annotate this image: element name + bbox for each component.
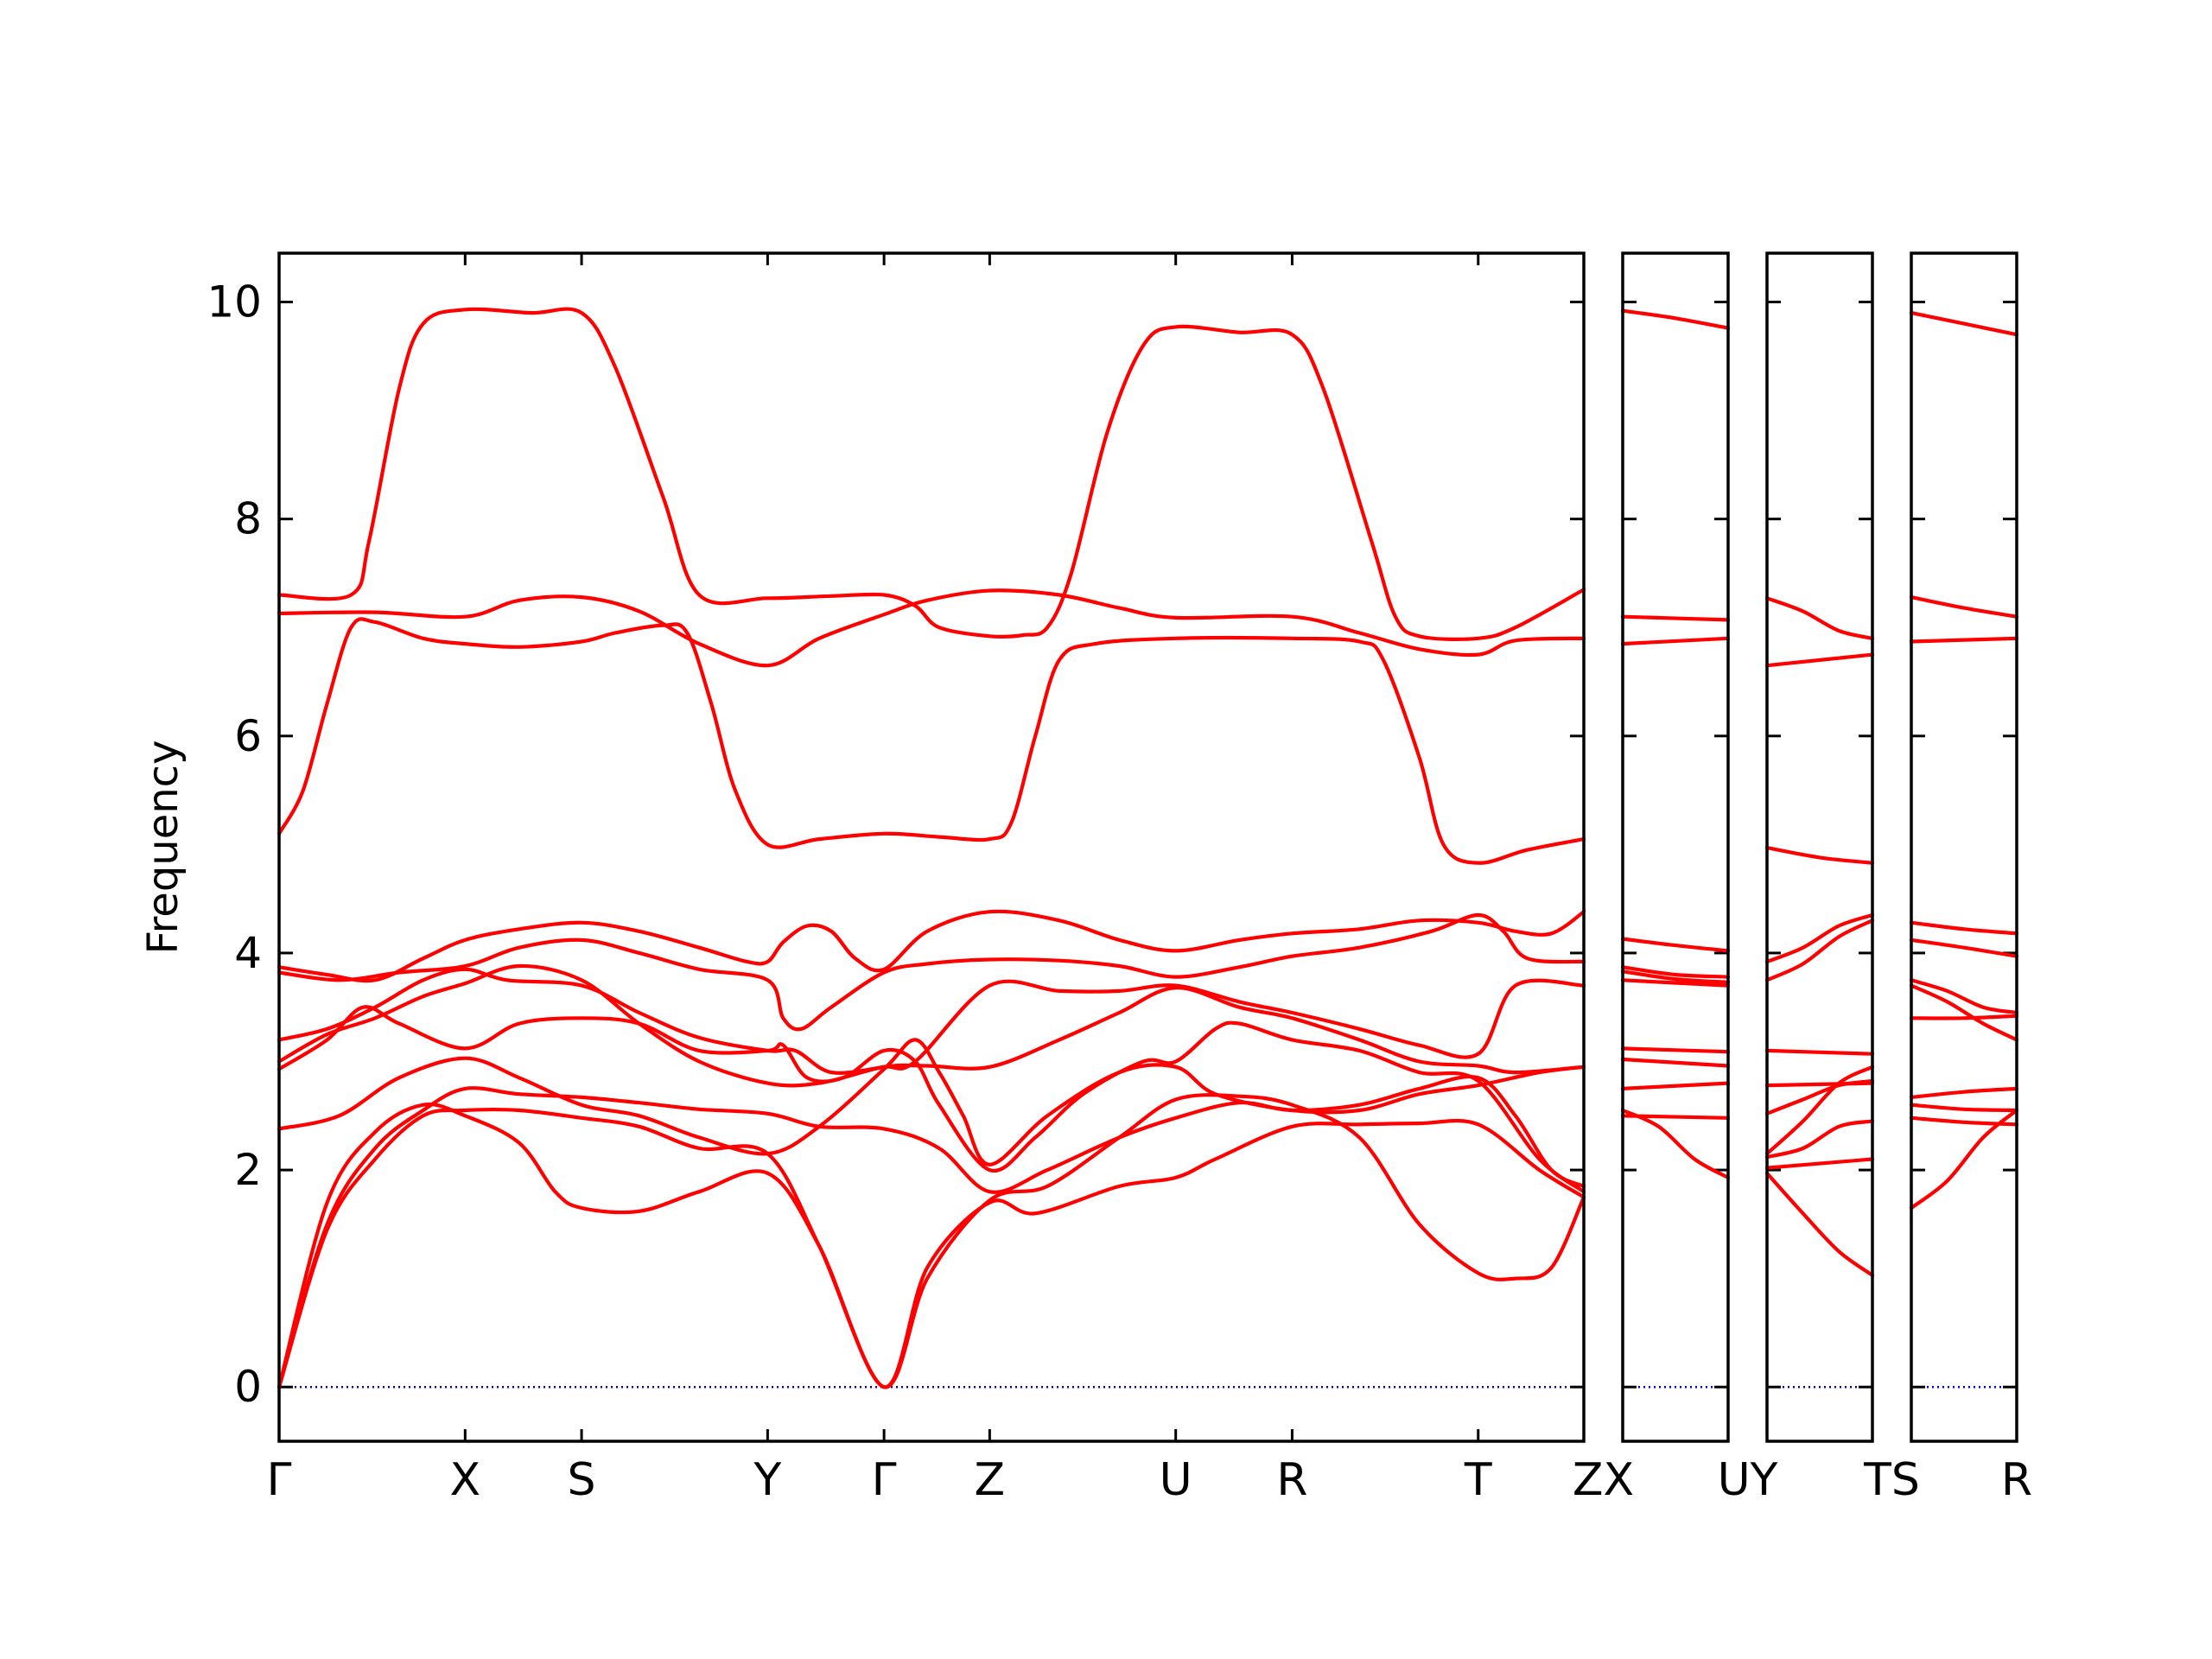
band-line <box>276 1102 1586 1389</box>
band-line <box>1620 1114 1731 1120</box>
x-tick-label: Γ <box>267 1454 292 1506</box>
band-line <box>276 1038 1586 1166</box>
y-axis-label: Frequency <box>139 741 188 955</box>
band-line <box>1764 1079 1875 1116</box>
x-tick-label: Z <box>975 1454 1006 1506</box>
x-tick-label: S <box>568 1454 596 1506</box>
y-tick-labels: 0 2 4 6 8 10 <box>207 277 262 1413</box>
panel-frame <box>1621 251 1730 1443</box>
x-tick-label: R <box>2001 1454 2032 1506</box>
band-line <box>1620 1081 1731 1090</box>
band-line <box>1909 1103 2019 1113</box>
band-line <box>276 963 1586 1088</box>
y-tick-label: 6 <box>234 711 262 761</box>
band-line <box>1909 920 2019 936</box>
y-tick-label: 10 <box>207 277 262 327</box>
band-line <box>1764 918 1875 982</box>
x-tick-labels: Γ X S Y Γ Z U R T ZX UY TS R <box>267 1454 2033 1506</box>
band-line <box>1764 1048 1875 1056</box>
band-line <box>1909 636 2019 644</box>
panel-3 <box>1764 251 1875 1443</box>
band-line <box>1909 978 2019 1015</box>
band-line <box>1909 938 2019 958</box>
band-line <box>1909 311 2019 337</box>
x-tick-label: UY <box>1718 1454 1778 1506</box>
band-line <box>1764 1157 1875 1170</box>
band-line <box>1764 596 1875 640</box>
band-line <box>276 307 1586 641</box>
band-line <box>1620 614 1731 622</box>
band-line <box>1620 1057 1731 1068</box>
band-line <box>1764 1119 1875 1160</box>
x-tick-label: TS <box>1863 1454 1920 1506</box>
x-tick-label: ZX <box>1573 1454 1634 1506</box>
x-tick-label: U <box>1160 1454 1192 1506</box>
band-line <box>1764 652 1875 668</box>
y-tick-label: 4 <box>234 928 262 978</box>
band-line <box>276 588 1586 668</box>
band-line <box>1909 1116 2019 1127</box>
band-line <box>276 1005 1586 1194</box>
band-line <box>1764 1171 1875 1277</box>
panel-frame <box>1910 251 2018 1443</box>
band-line <box>1909 983 2019 1042</box>
band-line <box>276 912 1586 1032</box>
panels <box>276 251 2019 1443</box>
band-line <box>276 1093 1586 1389</box>
band-line <box>276 1075 1586 1389</box>
band-line <box>276 909 1586 983</box>
band-line <box>1764 912 1875 964</box>
band-line <box>1620 636 1731 646</box>
band-line <box>1620 1046 1731 1054</box>
panel-4 <box>1909 251 2019 1443</box>
x-tick-label: X <box>450 1454 481 1506</box>
x-tick-label: Y <box>753 1454 781 1506</box>
panel-frame <box>277 251 1586 1443</box>
band-line <box>1620 1108 1731 1179</box>
band-line <box>1620 308 1731 330</box>
band-line <box>1620 937 1731 953</box>
x-tick-label: Γ <box>872 1454 897 1506</box>
band-line <box>1620 965 1731 979</box>
panel-2 <box>1620 251 1731 1443</box>
y-tick-label: 8 <box>234 494 262 544</box>
band-line <box>1764 846 1875 865</box>
band-line <box>276 617 1586 865</box>
y-tick-label: 2 <box>234 1145 262 1195</box>
y-tick-label: 0 <box>234 1362 262 1412</box>
band-line <box>1909 1108 2019 1211</box>
band-line <box>1909 595 2019 619</box>
panel-1 <box>276 251 1586 1443</box>
band-line <box>1620 978 1731 988</box>
x-tick-label: R <box>1276 1454 1307 1506</box>
panel-frame <box>1765 251 1874 1443</box>
band-line <box>1909 1086 2019 1099</box>
band-line <box>1909 1014 2019 1020</box>
x-tick-label: T <box>1464 1454 1492 1506</box>
band-line <box>276 967 1586 1075</box>
band-line <box>1620 969 1731 984</box>
band-line <box>1764 1065 1875 1156</box>
